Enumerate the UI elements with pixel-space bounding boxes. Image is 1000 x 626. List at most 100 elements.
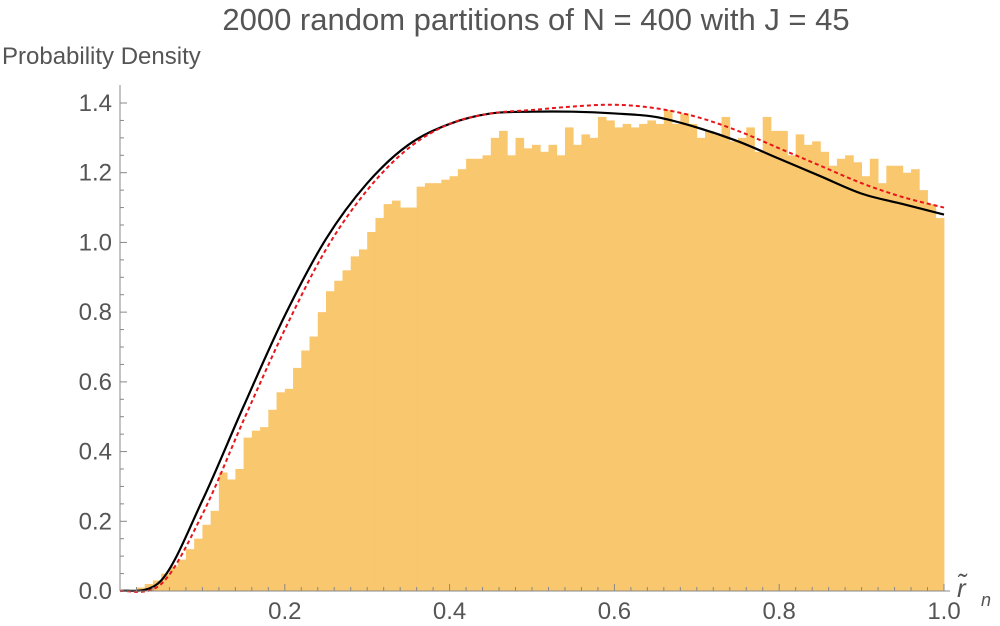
histogram-bar: [564, 127, 574, 592]
histogram-bar: [672, 123, 681, 591]
y-tick-label: 0.0: [79, 578, 112, 605]
histogram-bar: [836, 158, 846, 591]
histogram-bar: [696, 137, 706, 592]
histogram-bar: [861, 176, 871, 591]
histogram-bar: [441, 179, 450, 591]
x-axis-label: r̃: [957, 573, 968, 603]
histogram-bar: [400, 207, 409, 591]
histogram-bar: [886, 165, 895, 592]
histogram-bar: [433, 183, 442, 592]
histogram-bar: [457, 169, 467, 592]
histogram-bar: [812, 141, 821, 591]
histogram-bar: [177, 559, 187, 591]
histogram-bar: [284, 388, 294, 591]
y-tick-label: 1.4: [79, 90, 112, 117]
histogram-bar: [152, 580, 162, 591]
histogram-bar: [466, 158, 475, 591]
histogram-bar: [161, 573, 170, 591]
histogram-bar: [416, 186, 426, 591]
curves: [119, 103, 945, 593]
histogram-bar: [795, 134, 805, 591]
histogram-bar: [326, 291, 335, 591]
histogram-bar: [202, 524, 212, 591]
histogram-bar: [136, 587, 146, 591]
histogram-bar: [408, 207, 418, 591]
histogram-bar: [663, 109, 673, 591]
histogram-bar: [729, 141, 739, 591]
histogram-bar: [894, 165, 904, 592]
y-tick-label: 1.2: [79, 160, 112, 187]
histogram-bar: [869, 158, 879, 591]
histogram-bar: [647, 120, 656, 592]
histogram-bar: [927, 204, 937, 591]
histogram-bar: [746, 127, 755, 592]
histogram-bar: [194, 538, 203, 591]
histogram-bar: [597, 116, 607, 591]
histogram-bar: [713, 134, 722, 591]
histogram-bar: [680, 113, 689, 592]
histogram-bar: [820, 151, 830, 592]
histogram-bar: [779, 130, 788, 591]
histogram-bar: [260, 427, 269, 591]
histogram-bar: [474, 158, 483, 591]
histogram-bar: [622, 123, 632, 591]
histogram-bar: [309, 336, 319, 591]
dashed-curve-line: [119, 103, 945, 593]
histogram-bar: [317, 312, 327, 591]
x-tick-label: 0.8: [763, 598, 796, 625]
histogram-bar: [655, 123, 665, 591]
histogram-bar: [803, 144, 813, 591]
histogram-bar: [342, 270, 352, 591]
histogram-bars: [136, 109, 945, 592]
y-axis-label: Probability Density: [2, 43, 201, 70]
histogram-bar: [210, 510, 220, 591]
histogram-bar: [705, 130, 714, 591]
histogram-bar: [276, 392, 286, 591]
x-ticks: 0.2 0.4 0.6 0.8 1.0: [135, 584, 961, 625]
x-axis-label-subscript: n: [981, 590, 991, 610]
histogram-bar: [721, 116, 731, 591]
histogram-bar: [828, 165, 838, 592]
histogram-bar: [754, 151, 764, 592]
histogram-bar: [227, 479, 236, 591]
x-tick-label: 0.6: [598, 598, 631, 625]
histogram-bar: [589, 137, 599, 592]
histogram-bar: [688, 123, 698, 591]
histogram-bar: [606, 120, 615, 592]
histogram-bar: [218, 472, 228, 591]
histogram-bar: [738, 137, 747, 592]
histogram-bar: [762, 116, 772, 591]
histogram-bar: [367, 231, 376, 591]
x-tick-label: 0.4: [433, 598, 466, 625]
histogram-bar: [581, 134, 591, 591]
histogram-bar: [490, 137, 500, 592]
histogram-bar: [507, 155, 516, 592]
histogram-bar: [268, 409, 277, 591]
histogram-bar: [301, 350, 310, 591]
histogram-bar: [293, 367, 302, 591]
histogram-bar: [391, 200, 401, 591]
histogram-bar: [499, 130, 508, 591]
histogram-bar: [515, 137, 525, 592]
histogram-bar: [532, 144, 541, 591]
histogram-bar: [919, 190, 928, 591]
histogram-bar: [548, 144, 558, 591]
y-tick-label: 0.4: [79, 439, 112, 466]
histogram-bar: [482, 155, 492, 592]
histogram-bar: [383, 204, 393, 591]
histogram-bar: [251, 430, 261, 591]
histogram-bar: [770, 130, 780, 591]
histogram-bar: [424, 183, 434, 592]
histogram-bar: [911, 169, 920, 592]
histogram-bar: [845, 155, 854, 592]
histogram-bar: [235, 469, 244, 591]
y-tick-label: 0.8: [79, 299, 112, 326]
x-tick-label: 0.2: [268, 598, 301, 625]
x-axis-label-group: r̃ n: [957, 573, 991, 610]
histogram-bar: [878, 183, 887, 592]
y-tick-label: 0.6: [79, 369, 112, 396]
x-tick-label: 1.0: [927, 598, 960, 625]
histogram-bar: [169, 566, 179, 591]
histogram-bar: [358, 249, 368, 591]
histogram-bar: [787, 155, 797, 592]
